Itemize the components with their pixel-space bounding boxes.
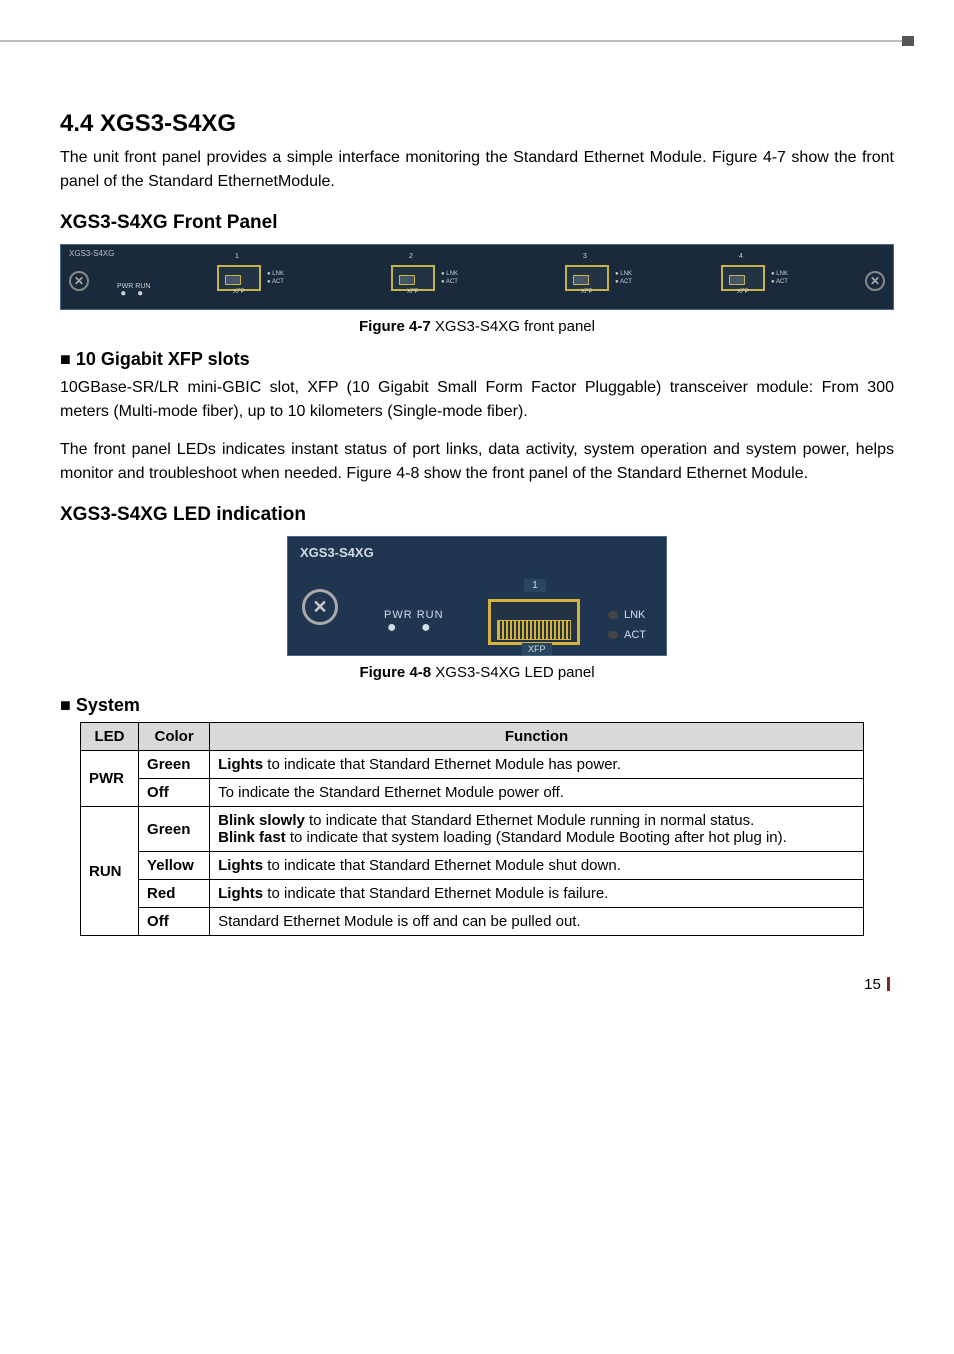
led-indication-heading: XGS3-S4XG LED indication (60, 504, 894, 526)
pwr-run-label: PWR RUN ● ● (117, 283, 150, 298)
intro-paragraph: The unit front panel provides a simple i… (60, 146, 894, 194)
pwr-run-leds: ● ● (117, 290, 150, 298)
color-cell: Red (139, 880, 210, 908)
function-cell: Blink slowly to indicate that Standard E… (210, 807, 864, 852)
color-cell: Green (139, 751, 210, 779)
led-table: LED Color Function PWR Green Lights to i… (80, 722, 864, 936)
screw-icon: ✕ (865, 271, 885, 291)
table-row: Off To indicate the Standard Ethernet Mo… (81, 779, 864, 807)
pwr-run-block: PWR RUN ● ● (384, 609, 444, 635)
panel-model-label: XGS3-S4XG (69, 249, 114, 258)
figure-4-7-caption: Figure 4-7 XGS3-S4XG front panel (60, 318, 894, 335)
col-color: Color (139, 723, 210, 751)
xfp-port-1: 1 ● LNK● ACT XFP (217, 265, 284, 291)
xfp-port-4: 4 ● LNK● ACT XFP (721, 265, 788, 291)
color-cell: Off (139, 908, 210, 936)
xfp-slot (721, 265, 765, 291)
led-panel-model: XGS3-S4XG (300, 545, 374, 560)
top-horizontal-rule (0, 40, 954, 42)
xfp-slots-heading: ■ 10 Gigabit XFP slots (60, 349, 894, 370)
lnk-act-labels: LNK ACT (608, 605, 646, 645)
led-pwr: PWR (81, 751, 139, 807)
function-cell: Standard Ethernet Module is off and can … (210, 908, 864, 936)
section-heading: 4.4 XGS3-S4XG (60, 110, 894, 138)
xfp-slot (217, 265, 261, 291)
xfp-port-block: 1 XFP LNK ACT (488, 581, 580, 645)
color-cell: Yellow (139, 852, 210, 880)
xfp-port-2: 2 ● LNK● ACT XFP (391, 265, 458, 291)
xfp-paragraph-1: 10GBase-SR/LR mini-GBIC slot, XFP (10 Gi… (60, 376, 894, 424)
table-row: Red Lights to indicate that Standard Eth… (81, 880, 864, 908)
table-row: RUN Green Blink slowly to indicate that … (81, 807, 864, 852)
front-panel-heading: XGS3-S4XG Front Panel (60, 212, 894, 234)
led-panel-figure: XGS3-S4XG ✕ PWR RUN ● ● 1 XFP LNK ACT (287, 536, 667, 656)
xfp-port-3: 3 ● LNK● ACT XFP (565, 265, 632, 291)
col-led: LED (81, 723, 139, 751)
table-row: Off Standard Ethernet Module is off and … (81, 908, 864, 936)
function-cell: Lights to indicate that Standard Etherne… (210, 880, 864, 908)
function-cell: Lights to indicate that Standard Etherne… (210, 852, 864, 880)
xfp-slot (391, 265, 435, 291)
system-heading: ■ System (60, 695, 894, 716)
page-number: 15 (60, 976, 894, 993)
function-cell: Lights to indicate that Standard Etherne… (210, 751, 864, 779)
figure-4-8-caption: Figure 4-8 XGS3-S4XG LED panel (60, 664, 894, 681)
xfp-slot-large (488, 599, 580, 645)
screw-icon: ✕ (302, 589, 338, 625)
xfp-slot (565, 265, 609, 291)
col-function: Function (210, 723, 864, 751)
led-run: RUN (81, 807, 139, 936)
table-row: PWR Green Lights to indicate that Standa… (81, 751, 864, 779)
screw-icon: ✕ (69, 271, 89, 291)
table-header-row: LED Color Function (81, 723, 864, 751)
table-row: Yellow Lights to indicate that Standard … (81, 852, 864, 880)
color-cell: Green (139, 807, 210, 852)
function-cell: To indicate the Standard Ethernet Module… (210, 779, 864, 807)
front-panel-figure: XGS3-S4XG ✕ ✕ PWR RUN ● ● 1 ● LNK● ACT X… (60, 244, 894, 310)
xfp-paragraph-2: The front panel LEDs indicates instant s… (60, 438, 894, 486)
color-cell: Off (139, 779, 210, 807)
